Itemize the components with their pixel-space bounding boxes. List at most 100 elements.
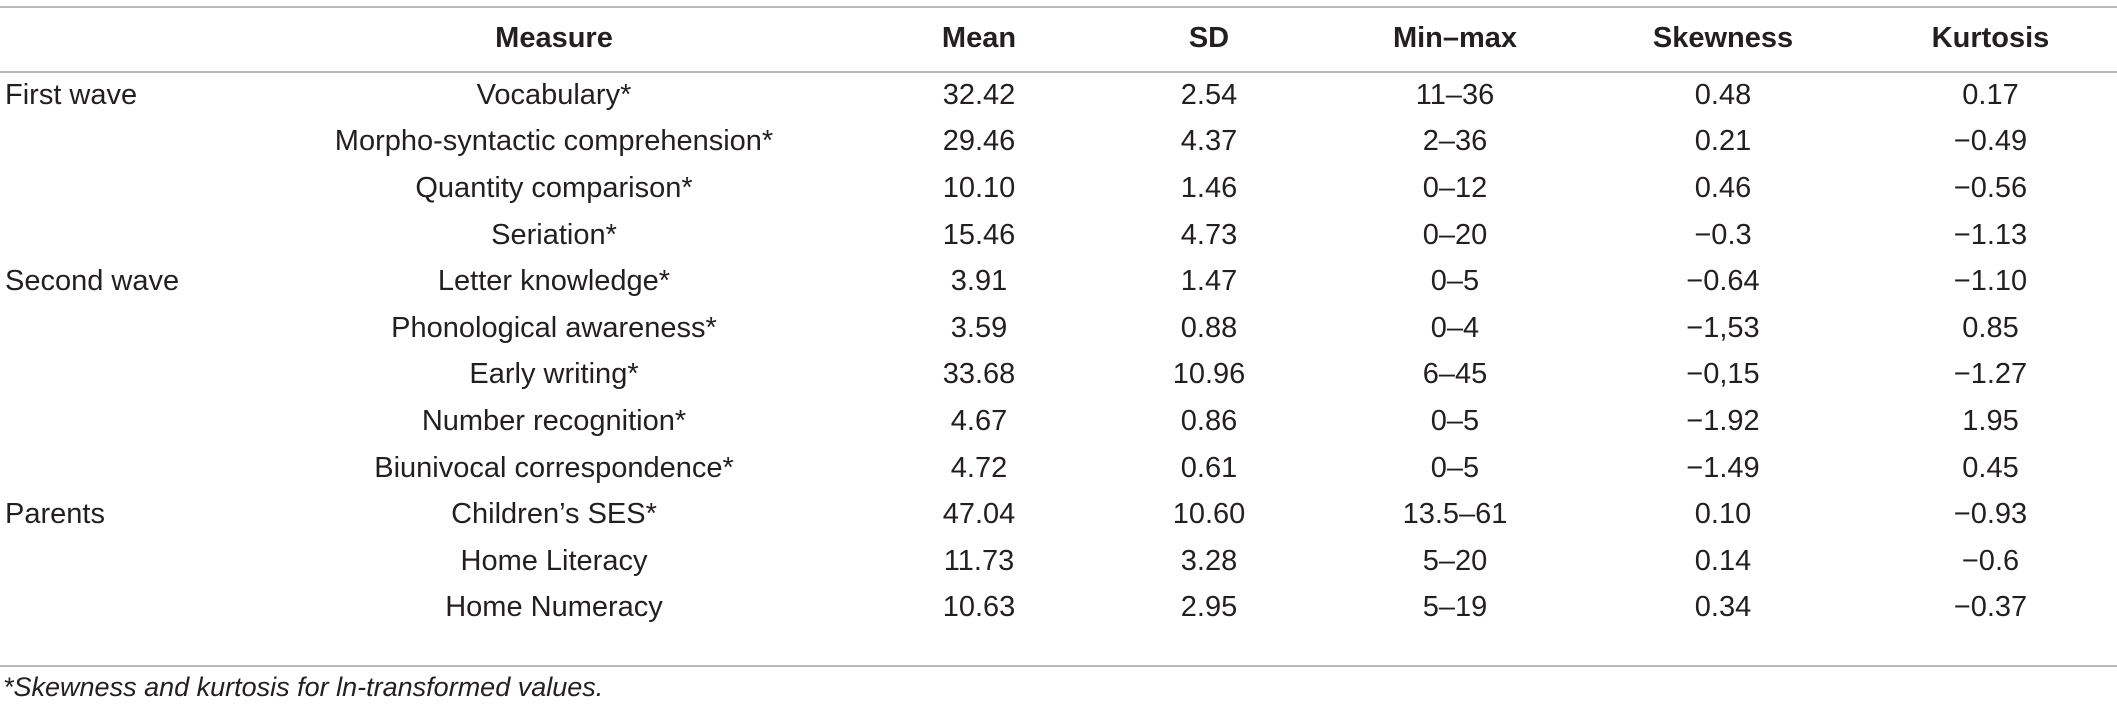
header-kurtosis: Kurtosis — [1931, 22, 2050, 54]
table-top-rule — [0, 6, 2117, 8]
table-bottom-rule — [0, 665, 2117, 667]
table-row: Parents Children’s SES* 47.04 10.60 13.5–61 0… — [0, 491, 2117, 538]
cell-skewness: −0.3 — [1694, 218, 1752, 251]
cell-mean: 11.73 — [943, 544, 1015, 577]
cell-measure: Letter knowledge* — [437, 265, 671, 298]
cell-measure: Early writing* — [469, 358, 639, 391]
cell-skewness: 0.46 — [1694, 171, 1752, 204]
cell-sd: 0.86 — [1180, 404, 1238, 437]
cell-sd: 10.96 — [1172, 358, 1246, 391]
cell-group — [0, 352, 240, 399]
cell-sd: 2.54 — [1180, 79, 1238, 112]
cell-group: Parents — [5, 498, 105, 531]
cell-skewness: 0.10 — [1694, 498, 1752, 531]
header-skewness: Skewness — [1652, 22, 1794, 54]
cell-minmax: 5–20 — [1422, 544, 1488, 577]
cell-mean: 47.04 — [942, 498, 1016, 531]
table-row: Phonological awareness* 3.59 0.88 0–4 −1,53 0… — [0, 305, 2117, 352]
cell-sd: 1.46 — [1180, 171, 1238, 204]
cell-skewness: 0.21 — [1694, 125, 1752, 158]
cell-skewness: −0.64 — [1686, 265, 1760, 298]
table-row: Second wave Letter knowledge* 3.91 1.47 0–5 −… — [0, 258, 2117, 305]
cell-measure: Seriation* — [491, 218, 617, 251]
cell-group — [0, 212, 240, 259]
cell-skewness: 0.34 — [1694, 591, 1752, 624]
cell-measure: Vocabulary* — [476, 79, 632, 112]
cell-minmax: 11–36 — [1415, 79, 1495, 112]
cell-skewness: 0.48 — [1694, 79, 1752, 112]
cell-measure: Number recognition* — [421, 404, 687, 437]
cell-sd: 2.95 — [1180, 591, 1238, 624]
cell-mean: 3.59 — [950, 311, 1008, 344]
cell-mean: 4.67 — [950, 404, 1008, 437]
cell-mean: 32.42 — [942, 79, 1016, 112]
cell-measure: Children’s SES* — [451, 498, 657, 531]
cell-minmax: 0–5 — [1430, 265, 1480, 298]
cell-kurtosis: −1.13 — [1953, 218, 2028, 251]
cell-kurtosis: −0.6 — [1961, 544, 2020, 577]
cell-measure: Home Numeracy — [445, 591, 663, 624]
cell-sd: 1.47 — [1180, 265, 1238, 298]
cell-mean: 33.68 — [942, 358, 1016, 391]
cell-mean: 10.63 — [942, 591, 1016, 624]
cell-sd: 4.37 — [1180, 125, 1238, 158]
cell-skewness: −1,53 — [1686, 311, 1760, 344]
cell-kurtosis: 0.85 — [1962, 311, 2019, 344]
cell-mean: 15.46 — [942, 218, 1016, 251]
cell-kurtosis: 0.17 — [1962, 79, 2019, 112]
cell-minmax: 5–19 — [1422, 591, 1488, 624]
header-mean: Mean — [941, 22, 1017, 54]
cell-mean: 29.46 — [942, 125, 1016, 158]
cell-skewness: 0.14 — [1694, 544, 1752, 577]
header-group — [0, 6, 240, 72]
table-row: First wave Vocabulary* 32.42 2.54 11–36 0.48 0… — [0, 72, 2117, 119]
cell-minmax: 2–36 — [1422, 125, 1488, 158]
table-row: Seriation* 15.46 4.73 0–20 −0.3 −1.13 — [0, 212, 2117, 259]
cell-skewness: −0,15 — [1686, 358, 1760, 391]
cell-kurtosis: −0.49 — [1953, 125, 2028, 158]
table-row: Quantity comparison* 10.10 1.46 0–12 0.46 −0.… — [0, 165, 2117, 212]
cell-mean: 4.72 — [950, 451, 1008, 484]
cell-sd: 4.73 — [1180, 218, 1238, 251]
cell-group: Second wave — [5, 265, 180, 298]
cell-kurtosis: −1.10 — [1953, 265, 2028, 298]
table-row: Home Numeracy 10.63 2.95 5–19 0.34 −0.37 — [0, 585, 2117, 632]
cell-minmax: 0–5 — [1430, 404, 1480, 437]
table-body: First wave Vocabulary* 32.42 2.54 11–36 0.48 0… — [0, 72, 2117, 631]
cell-group — [0, 445, 240, 492]
cell-minmax: 0–5 — [1430, 451, 1480, 484]
header-row: Measure Mean SD Min–max Skewness Kurtosi… — [0, 6, 2117, 72]
cell-group — [0, 305, 240, 352]
cell-measure: Biunivocal correspondence* — [374, 451, 734, 484]
table-row: Biunivocal correspondence* 4.72 0.61 0–5 −1.… — [0, 445, 2117, 492]
cell-minmax: 0–4 — [1430, 311, 1480, 344]
cell-group — [0, 538, 240, 585]
cell-kurtosis: −1.27 — [1953, 358, 2028, 391]
cell-skewness: −1.49 — [1686, 451, 1760, 484]
cell-kurtosis: −0.56 — [1953, 171, 2028, 204]
cell-kurtosis: −0.37 — [1953, 591, 2028, 624]
cell-sd: 10.60 — [1172, 498, 1246, 531]
cell-sd: 0.61 — [1180, 451, 1238, 484]
cell-group: First wave — [5, 79, 138, 112]
cell-minmax: 0–12 — [1422, 171, 1488, 204]
header-minmax: Min–max — [1392, 22, 1518, 54]
table-footnote: *Skewness and kurtosis for ln-transforme… — [3, 672, 604, 702]
table-row: Morpho-syntactic comprehension* 29.46 4.37… — [0, 119, 2117, 166]
cell-group — [0, 398, 240, 445]
cell-measure: Morpho-syntactic comprehension* — [334, 125, 774, 158]
table-header: Measure Mean SD Min–max Skewness Kurtosi… — [0, 6, 2117, 72]
cell-mean: 10.10 — [942, 171, 1016, 204]
cell-mean: 3.91 — [950, 265, 1008, 298]
cell-measure: Phonological awareness* — [391, 311, 717, 344]
cell-measure: Quantity comparison* — [415, 171, 693, 204]
descriptive-statistics-table: Measure Mean SD Min–max Skewness Kurtosi… — [0, 6, 2117, 631]
cell-sd: 0.88 — [1180, 311, 1238, 344]
table-row: Early writing* 33.68 10.96 6–45 −0,15 −1.27 — [0, 352, 2117, 399]
cell-minmax: 13.5–61 — [1402, 498, 1508, 531]
table-row: Home Literacy 11.73 3.28 5–20 0.14 −0.6 — [0, 538, 2117, 585]
cell-kurtosis: −0.93 — [1953, 498, 2028, 531]
cell-group — [0, 585, 240, 632]
cell-minmax: 0–20 — [1422, 218, 1488, 251]
